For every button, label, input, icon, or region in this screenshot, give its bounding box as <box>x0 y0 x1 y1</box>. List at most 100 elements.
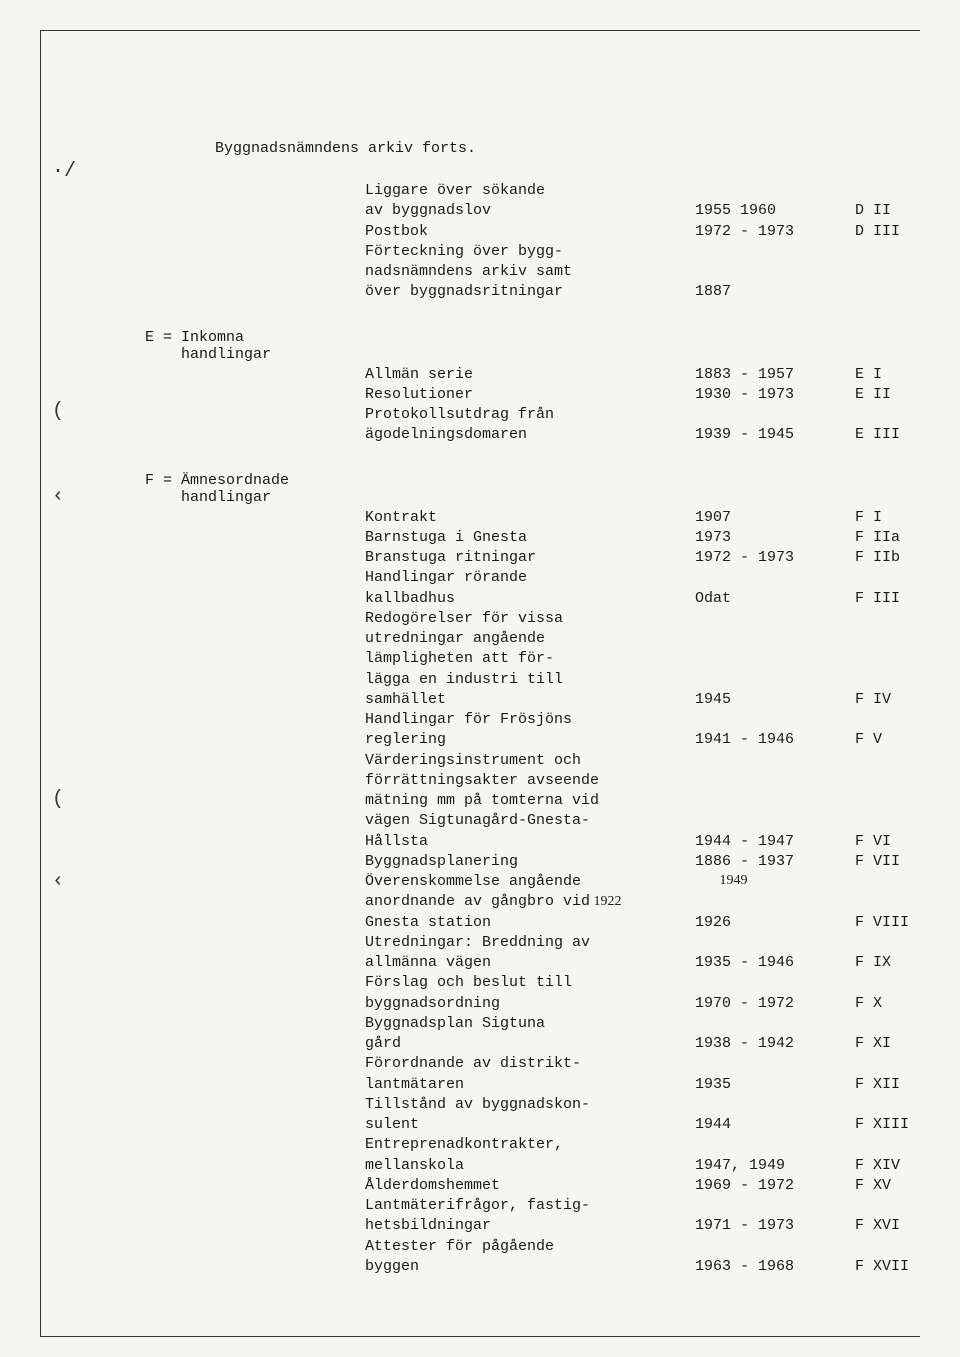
archive-row: Handlingar för Frösjöns <box>365 710 890 730</box>
archive-row: Protokollsutdrag från <box>365 405 890 425</box>
row-dates: 1941 - 1946 <box>695 730 855 750</box>
archive-row: Handlingar rörande <box>365 568 890 588</box>
row-description: lägga en industri till <box>365 670 695 690</box>
archive-row: Resolutioner1930 - 1973E II <box>365 385 890 405</box>
row-dates: 1973 <box>695 528 855 548</box>
row-description: mätning mm på tomterna vid <box>365 791 695 811</box>
section-d-block: Liggare över sökandeav byggnadslov1955 1… <box>215 181 890 303</box>
archive-row: över byggnadsritningar1887 <box>365 282 890 302</box>
margin-mark: ‹ <box>52 485 64 508</box>
row-dates: 1938 - 1942 <box>695 1034 855 1054</box>
row-dates: 1907 <box>695 508 855 528</box>
row-description: gård <box>365 1034 695 1054</box>
row-description: Branstuga ritningar <box>365 548 695 568</box>
row-code: F IIb <box>855 548 945 568</box>
row-description: Allmän serie <box>365 365 695 385</box>
row-description: Förordnande av distrikt- <box>365 1054 695 1074</box>
row-code: E III <box>855 425 945 445</box>
archive-row: anordnande av gångbro vid 1922 <box>365 892 890 912</box>
archive-row: hetsbildningar1971 - 1973F XVI <box>365 1216 890 1236</box>
margin-mark: ‹ <box>52 870 64 893</box>
row-description: Ålderdomshemmet <box>365 1176 695 1196</box>
row-description: Kontrakt <box>365 508 695 528</box>
row-code: F III <box>855 589 945 609</box>
margin-mark: ·/ <box>52 160 76 183</box>
section-e-label: E = Inkomna handlingar <box>145 329 890 363</box>
row-description: anordnande av gångbro vid 1922 <box>365 892 695 912</box>
row-description: över byggnadsritningar <box>365 282 695 302</box>
row-code: F IV <box>855 690 945 710</box>
archive-row: Byggnadsplanering1886 - 1937F VII <box>365 852 890 872</box>
handwritten-annotation: 1922 <box>590 894 622 909</box>
row-description: Handlingar rörande <box>365 568 695 588</box>
row-code: F IX <box>855 953 945 973</box>
row-description: Resolutioner <box>365 385 695 405</box>
row-description: byggnadsordning <box>365 994 695 1014</box>
row-description: vägen Sigtunagård-Gnesta- <box>365 811 695 831</box>
archive-row: lämpligheten att för- <box>365 649 890 669</box>
row-code: D II <box>855 201 945 221</box>
row-dates: 1955 1960 <box>695 201 855 221</box>
archive-row: kallbadhusOdatF III <box>365 589 890 609</box>
archive-row: Barnstuga i Gnesta1973F IIa <box>365 528 890 548</box>
row-code: F X <box>855 994 945 1014</box>
row-description: nadsnämndens arkiv samt <box>365 262 695 282</box>
row-description: Hållsta <box>365 832 695 852</box>
archive-row: Förteckning över bygg- <box>365 242 890 262</box>
row-dates: 1971 - 1973 <box>695 1216 855 1236</box>
left-border <box>40 30 41 1337</box>
archive-row: Tillstånd av byggnadskon- <box>365 1095 890 1115</box>
row-dates: 1947, 1949 <box>695 1156 855 1176</box>
row-code: F XIV <box>855 1156 945 1176</box>
row-description: Gnesta station <box>365 913 695 933</box>
archive-row: nadsnämndens arkiv samt <box>365 262 890 282</box>
row-dates: 1969 - 1972 <box>695 1176 855 1196</box>
row-dates: 1939 - 1945 <box>695 425 855 445</box>
margin-mark: ( <box>52 788 64 811</box>
row-dates: 1949 <box>695 872 855 891</box>
row-dates: 1935 <box>695 1075 855 1095</box>
row-description: hetsbildningar <box>365 1216 695 1236</box>
archive-row: Postbok1972 - 1973D III <box>365 222 890 242</box>
row-description: Liggare över sökande <box>365 181 695 201</box>
row-dates: 1887 <box>695 282 855 302</box>
row-dates: 1935 - 1946 <box>695 953 855 973</box>
row-description: Utredningar: Breddning av <box>365 933 695 953</box>
archive-row: Ålderdomshemmet1969 - 1972F XV <box>365 1176 890 1196</box>
row-dates: 1963 - 1968 <box>695 1257 855 1277</box>
archive-row: Entreprenadkontrakter, <box>365 1135 890 1155</box>
row-description: utredningar angående <box>365 629 695 649</box>
row-description: Värderingsinstrument och <box>365 751 695 771</box>
archive-row: allmänna vägen1935 - 1946F IX <box>365 953 890 973</box>
archive-row: av byggnadslov1955 1960D II <box>365 201 890 221</box>
row-description: Barnstuga i Gnesta <box>365 528 695 548</box>
section-f-label: F = Ämnesordnade handlingar <box>145 472 890 506</box>
row-description: Lantmäterifrågor, fastig- <box>365 1196 695 1216</box>
archive-row: Gnesta station1926F VIII <box>365 913 890 933</box>
row-description: Postbok <box>365 222 695 242</box>
row-description: Byggnadsplanering <box>365 852 695 872</box>
row-code: F XI <box>855 1034 945 1054</box>
archive-row: sulent1944F XIII <box>365 1115 890 1135</box>
archive-row: förrättningsakter avseende <box>365 771 890 791</box>
row-dates: 1972 - 1973 <box>695 548 855 568</box>
archive-row: Redogörelser för vissa <box>365 609 890 629</box>
row-code: E II <box>855 385 945 405</box>
archive-row: Förordnande av distrikt- <box>365 1054 890 1074</box>
archive-row: gård1938 - 1942F XI <box>365 1034 890 1054</box>
archive-row: Lantmäterifrågor, fastig- <box>365 1196 890 1216</box>
row-code: F VIII <box>855 913 945 933</box>
row-code: F I <box>855 508 945 528</box>
row-code: F XII <box>855 1075 945 1095</box>
row-dates: 1883 - 1957 <box>695 365 855 385</box>
row-description: samhället <box>365 690 695 710</box>
row-code: F IIa <box>855 528 945 548</box>
row-dates: 1930 - 1973 <box>695 385 855 405</box>
archive-row: lägga en industri till <box>365 670 890 690</box>
archive-row: utredningar angående <box>365 629 890 649</box>
archive-row: byggnadsordning1970 - 1972F X <box>365 994 890 1014</box>
row-description: Förslag och beslut till <box>365 973 695 993</box>
document-page: ·/(‹(‹ Byggnadsnämndens arkiv forts. Lig… <box>0 0 960 1357</box>
row-description: sulent <box>365 1115 695 1135</box>
row-code: F XIII <box>855 1115 945 1135</box>
